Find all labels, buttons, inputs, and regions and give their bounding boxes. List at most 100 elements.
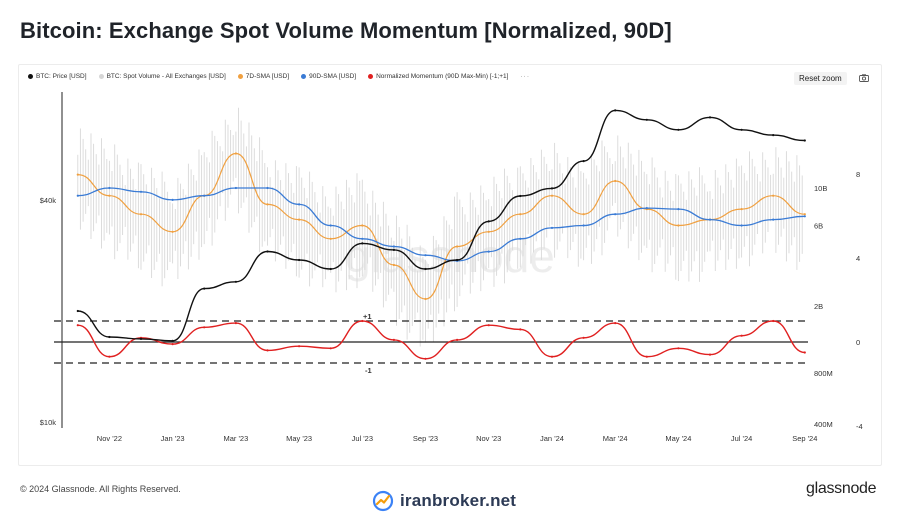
sma7-line-point — [487, 230, 490, 233]
chart-lines — [76, 109, 806, 360]
sma7-line-point — [266, 203, 269, 206]
momentum-line-point — [203, 326, 206, 329]
price-line-point — [108, 335, 111, 339]
trend-logo-icon — [372, 490, 394, 512]
momentum-line-point — [645, 355, 648, 358]
sma7-line-point — [772, 194, 775, 197]
price-line-point — [645, 118, 648, 121]
sma90-line-point — [708, 218, 712, 221]
price-line-point — [614, 109, 617, 112]
momentum-line-point — [298, 345, 301, 348]
sma7-line-point — [519, 213, 522, 216]
momentum-line-point — [456, 338, 459, 341]
sma90-line-point — [677, 208, 680, 211]
x-tick-label: Mar '23 — [224, 434, 249, 443]
right-volume-tick-label: 2B — [814, 302, 823, 311]
right-momentum-tick-label: 8 — [856, 170, 860, 179]
reset-zoom-button[interactable]: Reset zoom — [794, 72, 847, 85]
sma90-line-point — [139, 190, 143, 193]
x-tick-label: Jul '24 — [731, 434, 752, 443]
sma90-line-point — [203, 194, 206, 197]
sma90-line-point — [171, 198, 174, 201]
x-tick-label: May '24 — [665, 434, 691, 443]
momentum-line-point — [266, 349, 269, 352]
sma90-line-point — [740, 224, 743, 227]
legend-item-7d-sma[interactable]: 7D-SMA [USD] — [237, 73, 290, 80]
sma7-line-point — [298, 218, 301, 221]
price-line-point — [582, 160, 585, 163]
site-watermark: iranbroker.net — [372, 490, 516, 512]
sma7-line-point — [329, 237, 332, 240]
sma90-line-point — [772, 218, 775, 221]
sma7-line-point — [108, 194, 111, 197]
momentum-line — [77, 320, 805, 360]
price-line-point — [234, 280, 237, 283]
left-tick-label: $10k — [40, 418, 57, 427]
legend-label: BTC: Spot Volume - All Exchanges [USD] — [106, 73, 226, 80]
momentum-line-point — [740, 334, 743, 337]
momentum-line-point — [550, 355, 554, 358]
sma7-line-point — [456, 245, 459, 248]
sma90-line-point — [361, 237, 364, 240]
sma90-line-point — [329, 224, 332, 227]
legend-label: BTC: Price [USD] — [36, 73, 87, 80]
right-volume-tick-label: 800M — [814, 369, 833, 378]
sma7-line-point — [424, 297, 427, 301]
price-line-point — [677, 128, 680, 131]
x-tick-label: May '23 — [286, 434, 312, 443]
x-tick-label: Sep '23 — [413, 434, 438, 443]
x-tick-label: Sep '24 — [792, 434, 817, 443]
legend-label: Normalized Momentum (90D Max-Min) [-1;+1… — [376, 73, 509, 80]
sma90-line-point — [392, 245, 395, 248]
copyright-footer: © 2024 Glassnode. All Rights Reserved. — [20, 484, 181, 494]
sma90-line-point — [108, 186, 111, 190]
sma7-line-point — [76, 173, 79, 176]
price-line-point — [424, 267, 427, 271]
site-watermark-text: iranbroker.net — [400, 491, 517, 510]
sma7-line-point — [550, 194, 554, 197]
x-tick-label: Jan '24 — [540, 434, 564, 443]
legend-item-momentum[interactable]: Normalized Momentum (90D Max-Min) [-1;+1… — [368, 73, 508, 80]
legend-label: 7D-SMA [USD] — [245, 73, 290, 80]
x-tick-label: Jul '23 — [352, 434, 373, 443]
sma90-line-point — [614, 213, 617, 216]
price-line — [77, 109, 805, 342]
right-momentum-tick-label: 4 — [856, 254, 860, 263]
price-line-point — [203, 287, 206, 290]
momentum-line-point — [392, 338, 395, 341]
price-line-point — [392, 248, 395, 251]
momentum-line-point — [329, 347, 332, 350]
momentum-line-point — [519, 328, 522, 331]
x-tick-label: Jan '23 — [161, 434, 185, 443]
legend-dot-icon — [237, 74, 243, 79]
legend-more-icon[interactable]: ··· — [520, 73, 530, 80]
chart-legend: BTC: Price [USD] BTC: Spot Volume - All … — [28, 73, 530, 80]
sma7-line-point — [139, 213, 143, 216]
sma90-line-point — [76, 194, 79, 197]
momentum-line-point — [772, 319, 775, 323]
sma7-line-point — [392, 263, 395, 267]
x-tick-label: Mar '24 — [603, 434, 628, 443]
momentum-line-point — [803, 351, 806, 354]
price-line-point — [361, 242, 364, 245]
right-momentum-tick-label: -4 — [856, 422, 863, 431]
legend-dot-icon — [301, 74, 307, 79]
x-tick-label: Nov '23 — [476, 434, 501, 443]
legend-dot-icon — [28, 74, 33, 79]
reference-line-label: +1 — [363, 312, 372, 321]
legend-item-90d-sma[interactable]: 90D-SMA [USD] — [301, 73, 356, 80]
momentum-line-point — [361, 319, 364, 323]
sma7-line-point — [582, 213, 585, 216]
camera-icon[interactable] — [859, 74, 869, 82]
price-line-point — [803, 139, 806, 142]
price-line-point — [550, 187, 554, 190]
page-title: Bitcoin: Exchange Spot Volume Momentum [… — [20, 18, 672, 43]
sma7-line-point — [740, 208, 743, 211]
momentum-line-point — [234, 322, 237, 325]
sma90-line-point — [487, 250, 490, 253]
sma7-line-point — [171, 230, 174, 233]
right-volume-tick-label: 6B — [814, 221, 823, 230]
sma90-line — [77, 187, 805, 262]
legend-item-spot-volume[interactable]: BTC: Spot Volume - All Exchanges [USD] — [98, 73, 226, 80]
legend-item-price[interactable]: BTC: Price [USD] — [28, 73, 87, 80]
